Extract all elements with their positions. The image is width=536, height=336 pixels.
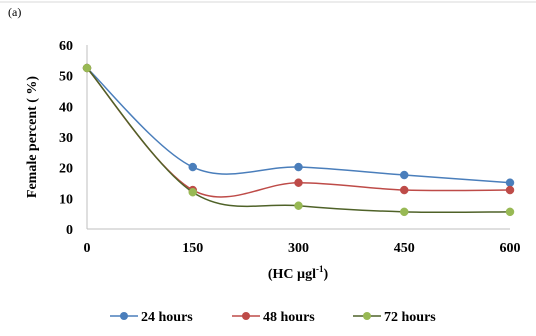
data-point xyxy=(400,170,409,180)
x-tick-label: 450 xyxy=(394,241,415,256)
x-axis-title-main: (HC µgl xyxy=(268,267,316,282)
y-tick-label: 50 xyxy=(59,70,73,85)
y-tick-labels: 0 10 20 30 40 50 60 xyxy=(59,39,73,238)
data-point xyxy=(188,162,197,172)
data-point xyxy=(400,185,409,195)
y-tick-label: 40 xyxy=(59,100,73,115)
x-tick-label: 600 xyxy=(500,241,521,256)
legend-swatch-marker xyxy=(363,312,371,320)
x-tick-label: 300 xyxy=(288,241,309,256)
y-tick-label: 0 xyxy=(66,223,73,238)
legend-label: 24 hours xyxy=(141,310,193,325)
legend-item: 48 hours xyxy=(232,310,315,325)
x-tick-label: 0 xyxy=(84,241,91,256)
x-tick-label: 150 xyxy=(182,241,203,256)
y-axis-title: Female percent ( %) xyxy=(25,76,40,199)
panel-label: (a) xyxy=(8,5,21,19)
x-axis-title-sup: -1 xyxy=(316,264,324,274)
x-tick-labels: 0 150 300 450 600 xyxy=(84,241,521,256)
data-point xyxy=(400,207,409,217)
y-tick-label: 60 xyxy=(59,39,73,54)
series-1 xyxy=(82,63,515,187)
data-point xyxy=(188,187,197,197)
series-3 xyxy=(82,63,515,217)
legend-swatch-marker xyxy=(120,312,128,320)
series-layer xyxy=(82,63,515,217)
data-point xyxy=(294,201,303,210)
data-point xyxy=(505,185,515,195)
legend-swatch-marker xyxy=(242,312,250,320)
legend-label: 72 hours xyxy=(384,310,436,325)
x-axis-title: (HC µgl-1) xyxy=(268,264,329,282)
y-tick-label: 30 xyxy=(59,131,73,146)
legend-item: 72 hours xyxy=(353,310,436,325)
data-point xyxy=(294,162,303,172)
legend: 24 hours 48 hours 72 hours xyxy=(110,310,436,325)
y-tick-label: 10 xyxy=(59,192,73,207)
data-point xyxy=(505,207,515,217)
data-point xyxy=(82,63,92,73)
legend-item: 24 hours xyxy=(110,310,193,325)
data-point xyxy=(294,178,303,187)
series-2 xyxy=(82,63,515,198)
legend-label: 48 hours xyxy=(263,310,315,325)
y-tick-label: 20 xyxy=(59,162,73,177)
x-axis-title-close: ) xyxy=(323,267,328,282)
data-point xyxy=(505,178,515,187)
